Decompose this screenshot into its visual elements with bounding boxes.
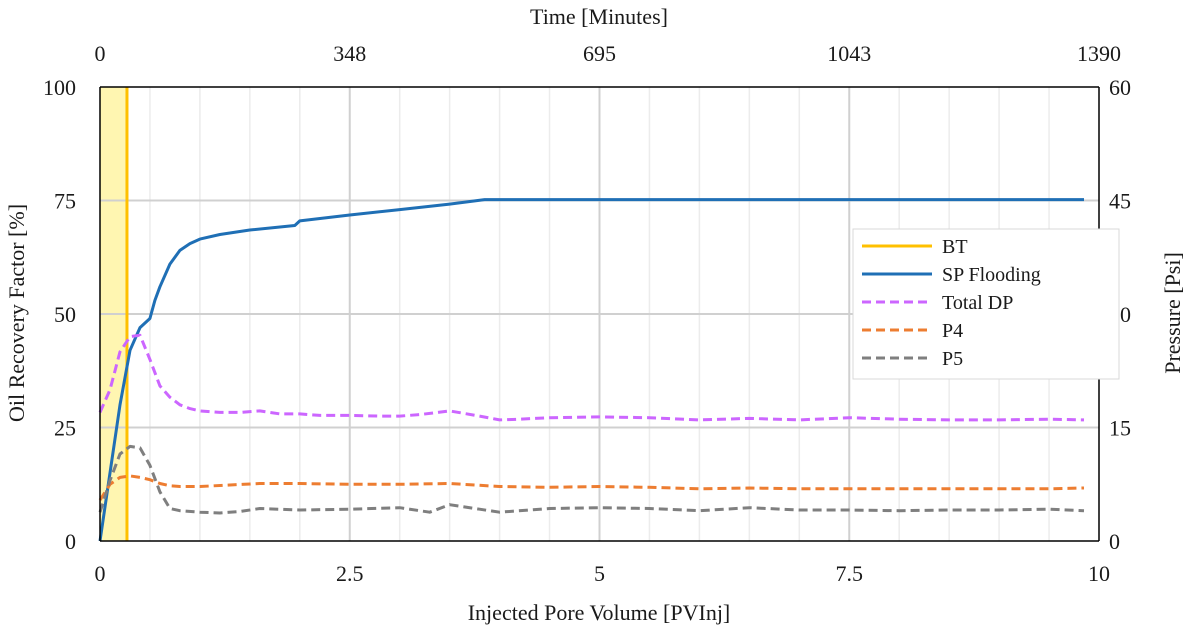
legend-label-sp-flooding: SP Flooding xyxy=(942,264,1041,286)
legend-label-p4: P4 xyxy=(942,320,963,342)
legend-box xyxy=(852,228,1120,380)
series-p5-line xyxy=(98,444,1085,515)
x-tick-label: 10 xyxy=(1088,561,1110,586)
x2-axis-title: Time [Minutes] xyxy=(530,4,668,29)
y-tick-label: 75 xyxy=(54,189,76,214)
y2-axis-title: Pressure [Psi] xyxy=(1160,252,1185,374)
x-tick-label: 2.5 xyxy=(336,561,364,586)
x2-tick-label: 1390 xyxy=(1077,41,1121,66)
legend-label-bt: BT xyxy=(942,236,968,258)
ticks: 0 2.5 5 7.5 100 348 695 1043 1390025507510001530… xyxy=(43,41,1131,586)
y-tick-label: 0 xyxy=(65,529,76,554)
y2-tick-label: 60 xyxy=(1109,75,1131,100)
y-tick-label: 100 xyxy=(43,75,76,100)
legend-label-p5: P5 xyxy=(942,348,963,370)
y-axis-title: Oil Recovery Factor [%] xyxy=(4,204,29,422)
series-p4-line xyxy=(98,474,1085,501)
y2-tick-label: 0 xyxy=(1109,529,1120,554)
y2-tick-label: 15 xyxy=(1109,416,1131,441)
x2-tick-label: 695 xyxy=(583,41,616,66)
x-tick-label: 5 xyxy=(594,561,605,586)
series-total-dp-line xyxy=(98,333,1085,422)
y-tick-label: 25 xyxy=(54,416,76,441)
plot-series xyxy=(98,87,1085,542)
x2-tick-label: 0 xyxy=(95,41,106,66)
y-tick-label: 50 xyxy=(54,302,76,327)
x2-tick-label: 1043 xyxy=(827,41,871,66)
x-tick-label: 7.5 xyxy=(836,561,864,586)
legend-label-total-dp: Total DP xyxy=(942,292,1013,314)
y2-tick-label: 45 xyxy=(1109,189,1131,214)
legend: BT SP Flooding Total DP P4 P5 xyxy=(852,228,1120,380)
series-sp-flooding-line xyxy=(98,198,1084,542)
x-tick-label: 0 xyxy=(95,561,106,586)
x2-tick-label: 348 xyxy=(333,41,366,66)
x-axis-title: Injected Pore Volume [PVInj] xyxy=(468,600,731,625)
